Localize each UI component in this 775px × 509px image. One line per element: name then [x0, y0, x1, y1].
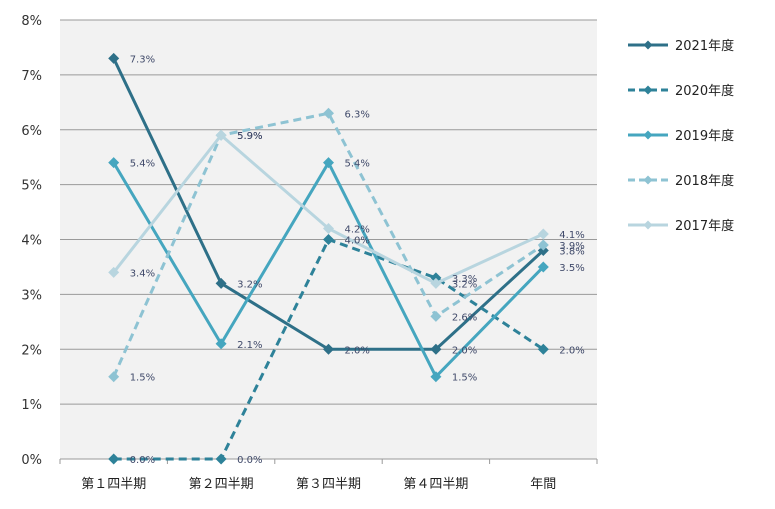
- legend-label: 2019年度: [675, 128, 734, 144]
- data-label: 3.4%: [130, 268, 155, 279]
- x-category-label: 第２四半期: [189, 477, 254, 492]
- data-label: 6.3%: [345, 109, 370, 120]
- series: [108, 52, 549, 465]
- data-label: 4.0%: [345, 236, 370, 247]
- data-label: 1.5%: [130, 373, 155, 384]
- data-point-marker: [108, 52, 120, 64]
- legend-marker: [643, 220, 653, 230]
- y-tick-label: 4%: [21, 234, 42, 249]
- data-point-marker: [108, 453, 120, 465]
- data-label: 1.5%: [452, 373, 477, 384]
- data-point-marker: [215, 129, 227, 141]
- data-point-marker: [323, 234, 334, 245]
- data-point-marker: [323, 343, 334, 355]
- legend-label: 2017年度: [675, 218, 734, 234]
- legend-label: 2020年度: [675, 83, 734, 99]
- data-label: 5.9%: [237, 131, 262, 142]
- data-label: 4.1%: [559, 230, 584, 241]
- data-label: 5.9%: [237, 131, 262, 142]
- x-category-label: 年間: [530, 477, 556, 492]
- y-tick-label: 3%: [21, 288, 42, 303]
- data-label: 7.3%: [130, 54, 155, 65]
- legend-marker: [643, 175, 653, 185]
- data-label: 2.0%: [452, 345, 477, 356]
- legend-label: 2018年度: [675, 173, 734, 189]
- data-point-marker: [430, 343, 442, 355]
- legend-marker: [643, 130, 653, 140]
- data-label: 3.8%: [559, 246, 584, 257]
- data-label: 3.2%: [452, 279, 477, 290]
- data-point-marker: [108, 371, 120, 383]
- y-tick-label: 5%: [21, 179, 42, 194]
- x-category-label: 第４四半期: [403, 477, 468, 492]
- data-point-marker: [430, 310, 442, 322]
- data-label: 2.0%: [559, 345, 584, 356]
- y-tick-label: 0%: [21, 453, 42, 468]
- data-label: 3.9%: [559, 241, 584, 252]
- data-point-marker: [215, 277, 227, 289]
- data-label: 2.0%: [345, 345, 370, 356]
- data-point-marker: [537, 261, 549, 273]
- data-point-marker: [430, 371, 442, 383]
- data-point-marker: [537, 239, 549, 251]
- data-point-marker: [537, 343, 549, 355]
- data-label: 3.5%: [559, 263, 584, 274]
- data-label: 2.6%: [452, 312, 477, 323]
- legend-label: 2021年度: [675, 38, 734, 54]
- legend-marker: [643, 85, 653, 95]
- x-category-label: 第３四半期: [296, 477, 361, 492]
- data-point-marker: [323, 223, 334, 235]
- data-label: 5.4%: [130, 159, 155, 170]
- data-labels: 7.3% 3.2% 2.0% 2.0% 3.8% 0.0% 0.0% 4.0% 3.3% 2.0%…: [130, 54, 585, 466]
- data-point-marker: [215, 453, 227, 465]
- y-tick-label: 8%: [21, 14, 42, 29]
- data-point-marker: [323, 107, 334, 119]
- data-point-marker: [323, 157, 334, 169]
- data-label: 4.2%: [345, 225, 370, 236]
- x-category-label: 第１四半期: [81, 477, 146, 492]
- legend-marker: [643, 40, 653, 50]
- data-label: 2.1%: [237, 340, 262, 351]
- data-label: 3.3%: [452, 274, 477, 285]
- data-label: 0.0%: [130, 455, 155, 466]
- data-point-marker: [108, 157, 120, 169]
- data-point-marker: [108, 266, 120, 278]
- y-tick-label: 1%: [21, 398, 42, 413]
- data-point-marker: [215, 338, 227, 350]
- y-tick-label: 7%: [21, 69, 42, 84]
- data-point-marker: [537, 228, 549, 240]
- data-label: 0.0%: [237, 455, 262, 466]
- data-label: 5.4%: [345, 159, 370, 170]
- series-line-2018年度: [112, 111, 545, 378]
- y-tick-label: 2%: [21, 343, 42, 358]
- data-label: 3.2%: [237, 279, 262, 290]
- legend: 2021年度 2020年度 2019年度 2018年度 2017年度: [628, 38, 734, 234]
- data-point-marker: [430, 277, 442, 289]
- axes: 0% 1% 2% 3% 4% 5% 6% 7% 8% 第１四半期 第２四半期 第３四半期 第４四半期 年間: [21, 14, 598, 492]
- y-tick-label: 6%: [21, 124, 42, 139]
